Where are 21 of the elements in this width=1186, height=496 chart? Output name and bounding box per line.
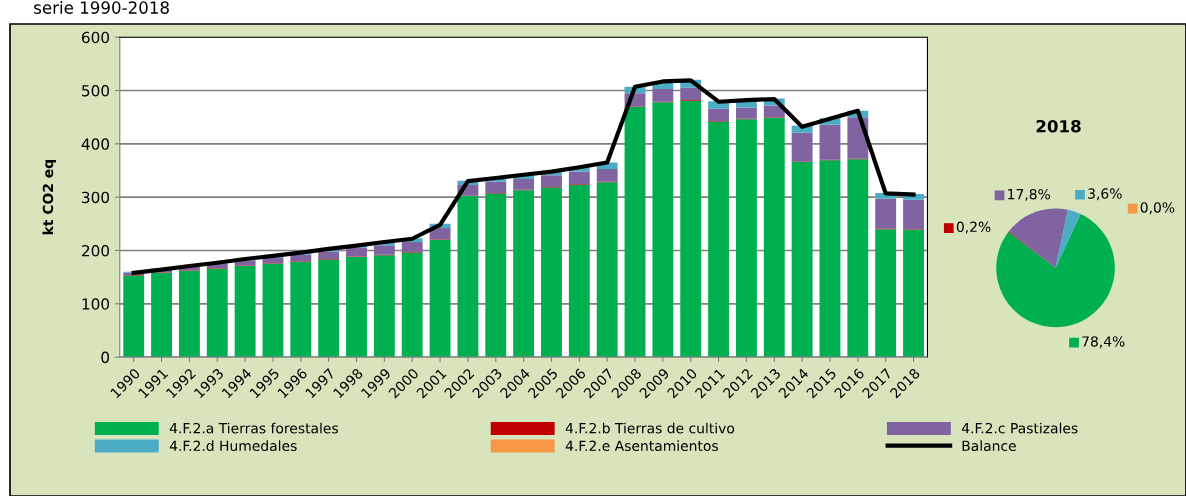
data-label: 17,8% <box>1008 188 1050 201</box>
y-tick-label: 400 <box>81 138 110 150</box>
data-label: 78,4% <box>1082 336 1125 349</box>
y-tick-label: 100 <box>82 298 110 310</box>
legend-label: 4.F.2.d Humedales <box>169 440 297 452</box>
legend-label: 4.F.2.c Pastizales <box>961 422 1078 434</box>
legend-label: 4.F.2.e Asentamientos <box>565 440 718 452</box>
y-axis-title: kt CO2 eq <box>42 160 56 235</box>
data-label: 0,2% <box>956 221 991 234</box>
y-tick-label: 200 <box>82 244 110 257</box>
data-label: 3,6% <box>1088 188 1122 201</box>
chart-title: serie 1990-2018 <box>34 0 169 14</box>
text: 0,0% <box>1140 202 1175 215</box>
y-tick-label: 300 <box>82 191 110 204</box>
y-tick-label: 500 <box>82 84 110 97</box>
chart-title: 2018 <box>1036 119 1081 133</box>
legend-label: 4.F.2.b Tierras de cultivo <box>565 422 735 434</box>
y-tick-label: 600 <box>81 31 110 44</box>
legend-label: Balance <box>962 440 1016 452</box>
y-tick-label: 0 <box>101 351 110 364</box>
legend-label: 4.F.2.a Tierras forestales <box>169 422 338 434</box>
